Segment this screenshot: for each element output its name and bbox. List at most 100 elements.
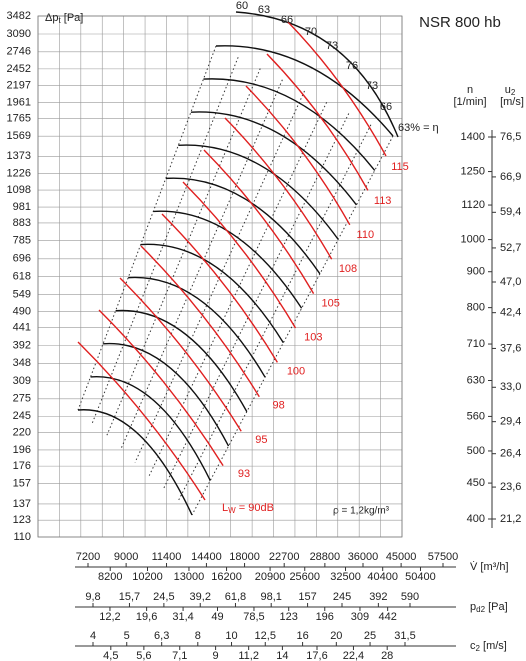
speed-curve xyxy=(215,45,394,137)
speed-curve xyxy=(103,342,230,447)
efficiency-label: 60 xyxy=(236,0,248,12)
pd2-axis-title-rest: [Pa] xyxy=(485,601,508,613)
n-tick-label: 560 xyxy=(467,410,485,422)
flow-tick-label: 20900 xyxy=(255,571,286,583)
flow-axis-title-symbol: V̇ xyxy=(470,560,478,573)
y-tick-label: 2452 xyxy=(7,63,31,75)
speed-curve xyxy=(128,276,266,378)
flow-tick-label: 25600 xyxy=(289,571,320,583)
noise-curve xyxy=(245,85,351,226)
n-tick-label: 630 xyxy=(467,374,485,386)
y-tick-label: 1961 xyxy=(7,96,31,108)
flow-axis-title-rest: [m³/h] xyxy=(477,561,508,573)
noise-curve xyxy=(77,341,206,501)
noise-label-sub: W xyxy=(228,506,236,515)
y-tick-label: 3482 xyxy=(7,10,31,22)
efficiency-line xyxy=(77,45,217,411)
u2-tick-label: 21,2 xyxy=(500,513,521,525)
y-axis-title-rest: [Pa] xyxy=(61,12,84,24)
c2-tick-label: 28 xyxy=(381,650,393,661)
y-tick-label: 1226 xyxy=(7,167,31,179)
y-tick-label: 785 xyxy=(13,235,31,247)
u2-sub: 2 xyxy=(511,88,516,97)
pd2-tick-label: 196 xyxy=(316,611,334,623)
noise-label: 113 xyxy=(374,195,392,207)
flow-tick-label: 28800 xyxy=(310,551,341,563)
noise-label: 95 xyxy=(255,434,267,446)
noise-curve xyxy=(224,117,333,260)
efficiency-line xyxy=(106,68,261,437)
efficiency-line xyxy=(148,102,328,476)
c2-tick-label: 9 xyxy=(213,650,219,661)
pd2-tick-label: 123 xyxy=(280,611,298,623)
pd2-tick-label: 442 xyxy=(378,611,396,623)
pd2-tick-label: 9,8 xyxy=(85,591,100,603)
flow-axis-title: V̇ [m³/h] xyxy=(470,560,509,573)
y-tick-label: 618 xyxy=(13,271,31,283)
n-tick-label: 1250 xyxy=(461,165,485,177)
u2-tick-label: 33,0 xyxy=(500,381,521,393)
c2-axis-title-symbol: c xyxy=(470,640,476,652)
pd2-tick-label: 61,8 xyxy=(225,591,246,603)
noise-label: 98 xyxy=(273,400,285,412)
c2-tick-label: 4 xyxy=(90,630,96,642)
flow-tick-label: 8200 xyxy=(98,571,122,583)
flow-tick-label: 14400 xyxy=(191,551,222,563)
u2-tick-label: 52,7 xyxy=(500,242,521,254)
n-tick-label: 1120 xyxy=(461,199,485,211)
y-tick-label: 392 xyxy=(13,339,31,351)
speed-curve xyxy=(165,177,321,275)
plot-frame xyxy=(37,15,403,538)
flow-tick-label: 9000 xyxy=(114,551,138,563)
u2-tick-label: 37,6 xyxy=(500,342,521,354)
pd2-tick-label: 590 xyxy=(401,591,419,603)
n-tick-label: 1400 xyxy=(461,131,485,143)
pd2-tick-label: 15,7 xyxy=(119,591,140,603)
u2-symbol: u xyxy=(505,84,511,96)
y-tick-label: 3090 xyxy=(7,28,31,40)
noise-label: 108 xyxy=(339,263,357,275)
u2-tick-label: 26,4 xyxy=(500,448,521,460)
density-note: ρ = 1,2kg/m³ xyxy=(333,506,390,517)
u2-axis-unit: [m/s] xyxy=(500,96,524,108)
c2-tick-label: 5 xyxy=(124,630,130,642)
c2-tick-label: 5,6 xyxy=(136,650,151,661)
flow-tick-label: 10200 xyxy=(132,571,163,583)
flow-tick-label: 11400 xyxy=(152,551,182,563)
pd2-tick-label: 12,2 xyxy=(99,611,120,623)
y-tick-label: 2746 xyxy=(7,46,31,58)
y-tick-label: 981 xyxy=(13,201,31,213)
noise-curve xyxy=(287,21,387,157)
noise-label-symbol: L xyxy=(222,502,228,514)
efficiency-line xyxy=(177,124,372,503)
n-tick-label: 500 xyxy=(467,445,485,457)
c2-tick-label: 20 xyxy=(330,630,342,642)
y-tick-label: 348 xyxy=(13,357,31,369)
noise-curve xyxy=(98,309,224,466)
speed-curve xyxy=(178,144,339,240)
efficiency-label: 73 xyxy=(366,80,378,92)
noise-label: 105 xyxy=(321,297,339,309)
u2-tick-label: 59,4 xyxy=(500,206,521,218)
speed-curve xyxy=(77,409,193,516)
flow-tick-label: 36000 xyxy=(348,551,379,563)
pd2-axis-title-symbol: p xyxy=(470,601,476,613)
y-tick-label: 157 xyxy=(13,477,31,489)
y-tick-label: 196 xyxy=(13,444,31,456)
c2-tick-label: 10 xyxy=(225,630,237,642)
u2-tick-label: 66,9 xyxy=(500,171,521,183)
pd2-tick-label: 157 xyxy=(298,591,316,603)
pd2-tick-label: 49 xyxy=(211,611,223,623)
c2-tick-label: 8 xyxy=(195,630,201,642)
y-tick-label: 176 xyxy=(13,460,31,472)
y-tick-label: 883 xyxy=(13,217,31,229)
c2-tick-label: 31,5 xyxy=(394,630,415,642)
flow-tick-label: 22700 xyxy=(269,551,300,563)
y-tick-label: 137 xyxy=(13,498,31,510)
noise-curve xyxy=(266,53,369,191)
noise-label: 115 xyxy=(391,161,409,173)
n-axis-unit: [1/min] xyxy=(453,96,486,108)
y-tick-label: 275 xyxy=(13,393,31,405)
y-axis-title: Δpt [Pa] xyxy=(45,12,83,25)
